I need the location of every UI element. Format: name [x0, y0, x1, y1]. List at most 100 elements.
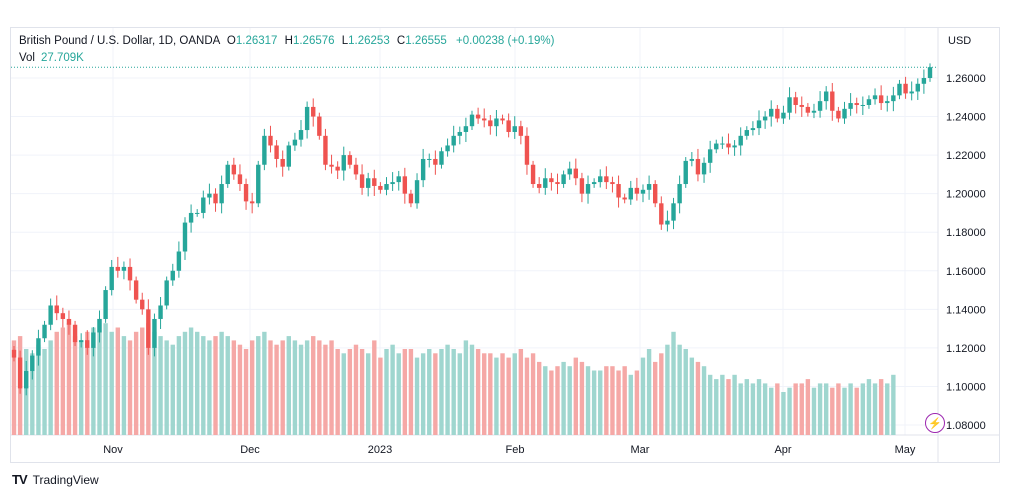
- candle-body: [304, 106, 310, 131]
- candle-body: [323, 135, 328, 165]
- volume-bar: [292, 340, 298, 435]
- candle-body: [97, 318, 102, 333]
- volume-bar: [54, 331, 59, 435]
- candle-body: [482, 118, 487, 121]
- candle-body: [115, 266, 121, 271]
- volume-bar: [769, 387, 774, 435]
- volume-bar: [103, 323, 108, 435]
- candle-body: [842, 108, 847, 119]
- volume-bar: [750, 383, 756, 435]
- volume-bar: [176, 336, 182, 435]
- volume-bar: [451, 349, 456, 435]
- volume-bar: [170, 344, 175, 435]
- candle-body: [249, 201, 255, 204]
- candle-body: [488, 120, 493, 127]
- volume-bar: [482, 353, 487, 435]
- volume-bar: [378, 357, 383, 435]
- candle-body: [720, 143, 725, 145]
- volume-bar: [683, 349, 688, 435]
- candle-body: [891, 95, 896, 102]
- candle-body: [628, 187, 633, 200]
- volume-bar: [243, 349, 249, 435]
- candle-body: [176, 251, 182, 271]
- volume-bar: [72, 336, 78, 435]
- volume-bar: [188, 327, 194, 435]
- candle-body: [805, 106, 811, 113]
- volume-bar: [152, 331, 157, 435]
- volume-bar: [604, 366, 609, 435]
- candle-body: [158, 305, 163, 319]
- candle-body: [506, 120, 511, 132]
- candle-body: [341, 155, 346, 171]
- candle-body: [133, 280, 139, 300]
- candle-body: [738, 135, 743, 146]
- candle-body: [707, 149, 713, 163]
- volume-bar: [885, 383, 890, 435]
- volume-bar: [842, 387, 847, 435]
- chart-frame[interactable]: [10, 27, 1000, 463]
- volume-bar: [201, 336, 206, 435]
- volume-bar: [225, 336, 230, 435]
- y-tick-label: 1.22000: [946, 150, 986, 162]
- candle-body: [463, 126, 469, 132]
- y-tick-label: 1.10000: [946, 381, 986, 393]
- volume-bar: [359, 349, 365, 435]
- candle-body: [561, 174, 566, 185]
- volume-bar: [524, 357, 530, 435]
- volume-bar: [48, 340, 53, 435]
- tradingview-brand[interactable]: TV TradingView: [12, 472, 99, 487]
- candle-body: [396, 176, 401, 183]
- candle-body: [475, 114, 481, 119]
- volume-bar: [146, 323, 151, 435]
- candle-body: [146, 309, 151, 348]
- candle-body: [103, 290, 108, 319]
- candle-body: [329, 164, 334, 167]
- candle-body: [225, 164, 230, 185]
- volume-bar: [42, 349, 47, 435]
- candle-body: [121, 266, 127, 271]
- candle-body: [60, 313, 66, 319]
- volume-bar: [457, 353, 462, 435]
- candle-body: [585, 184, 591, 194]
- volume-bar: [140, 327, 145, 435]
- volume-bar: [860, 383, 866, 435]
- volume-bar: [164, 340, 169, 435]
- volume-bar: [610, 366, 615, 435]
- volume-bar: [891, 374, 896, 435]
- volume-bar: [445, 344, 450, 435]
- volume-bar: [628, 374, 633, 435]
- volume-bar: [561, 361, 566, 435]
- candle-body: [262, 135, 267, 165]
- candle-body: [219, 184, 224, 204]
- volume-bar: [640, 357, 646, 435]
- candle-body: [915, 83, 920, 92]
- volume-bar: [304, 340, 310, 435]
- volume-bar: [274, 344, 279, 435]
- volume-bar: [207, 340, 212, 435]
- volume-bar: [536, 361, 542, 435]
- candle-body: [384, 184, 389, 190]
- close-value: 1.26555: [405, 35, 447, 47]
- candle-body: [445, 145, 450, 152]
- currency-label: USD: [948, 35, 972, 47]
- volume-bar: [353, 344, 359, 435]
- volume-bar: [66, 323, 72, 435]
- candle-body: [762, 116, 768, 121]
- volume-bar: [830, 387, 835, 435]
- candle-body: [616, 184, 621, 198]
- candle-body: [732, 145, 737, 148]
- volume-bar: [494, 357, 499, 435]
- volume-bar: [744, 379, 749, 435]
- candle-body: [909, 91, 914, 94]
- candle-body: [457, 131, 462, 136]
- volume-bar: [500, 353, 505, 435]
- lightning-icon[interactable]: ⚡: [925, 413, 945, 433]
- candle-body: [317, 116, 322, 136]
- candle-body: [347, 155, 353, 165]
- volume-bar: [512, 353, 517, 435]
- candle-body: [524, 135, 530, 165]
- volume-bar: [506, 357, 511, 435]
- volume-bar: [323, 344, 328, 435]
- candle-body: [836, 110, 841, 119]
